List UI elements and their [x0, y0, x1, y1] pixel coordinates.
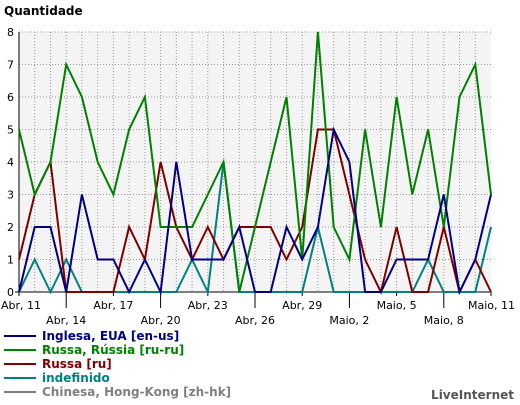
legend-item: indefinido	[4, 371, 231, 385]
x-tick-label: Maio, 11	[468, 299, 515, 312]
x-tick-label: Abr, 17	[93, 299, 133, 312]
y-tick-label: 1	[7, 254, 14, 267]
x-tick-label: Maio, 8	[424, 314, 464, 327]
y-tick-label: 3	[7, 189, 14, 202]
x-tick-label: Abr, 23	[188, 299, 228, 312]
legend-swatch	[4, 391, 36, 393]
legend-label: Russa, Rússia [ru-ru]	[42, 343, 185, 357]
legend: Inglesa, EUA [en-us] Russa, Rússia [ru-ru…	[4, 329, 231, 399]
legend-item: Inglesa, EUA [en-us]	[4, 329, 231, 343]
legend-label: Chinesa, Hong-Kong [zh-hk]	[42, 385, 232, 399]
y-tick-label: 7	[7, 59, 14, 72]
legend-item: Russa [ru]	[4, 357, 231, 371]
legend-swatch	[4, 335, 36, 337]
y-tick-label: 2	[7, 221, 14, 234]
y-tick-label: 4	[7, 156, 14, 169]
chart-title: Quantidade	[4, 4, 83, 18]
legend-item: Russa, Rússia [ru-ru]	[4, 343, 231, 357]
x-tick-label: Abr, 14	[46, 314, 86, 327]
x-tick-label: Maio, 2	[329, 314, 369, 327]
x-tick-label: Abr, 26	[235, 314, 275, 327]
series-lines	[18, 31, 492, 296]
y-tick-label: 8	[7, 26, 14, 39]
x-tick-label: Abr, 20	[141, 314, 181, 327]
y-tick-label: 0	[7, 286, 14, 299]
series-line	[18, 31, 492, 293]
legend-item: Chinesa, Hong-Kong [zh-hk]	[4, 385, 231, 399]
brand-label: LiveInternet	[431, 388, 514, 402]
series-line	[18, 126, 492, 296]
y-tick-label: 6	[7, 91, 14, 104]
legend-swatch	[4, 349, 36, 351]
legend-label: Inglesa, EUA [en-us]	[42, 329, 180, 343]
legend-label: Russa [ru]	[42, 357, 112, 371]
legend-swatch	[4, 377, 36, 379]
x-tick-label: Abr, 29	[282, 299, 322, 312]
y-tick-label: 5	[7, 124, 14, 137]
x-tick-label: Maio, 5	[377, 299, 417, 312]
legend-swatch	[4, 363, 36, 365]
legend-label: indefinido	[42, 371, 110, 385]
x-tick-label: Abr, 11	[1, 299, 41, 312]
